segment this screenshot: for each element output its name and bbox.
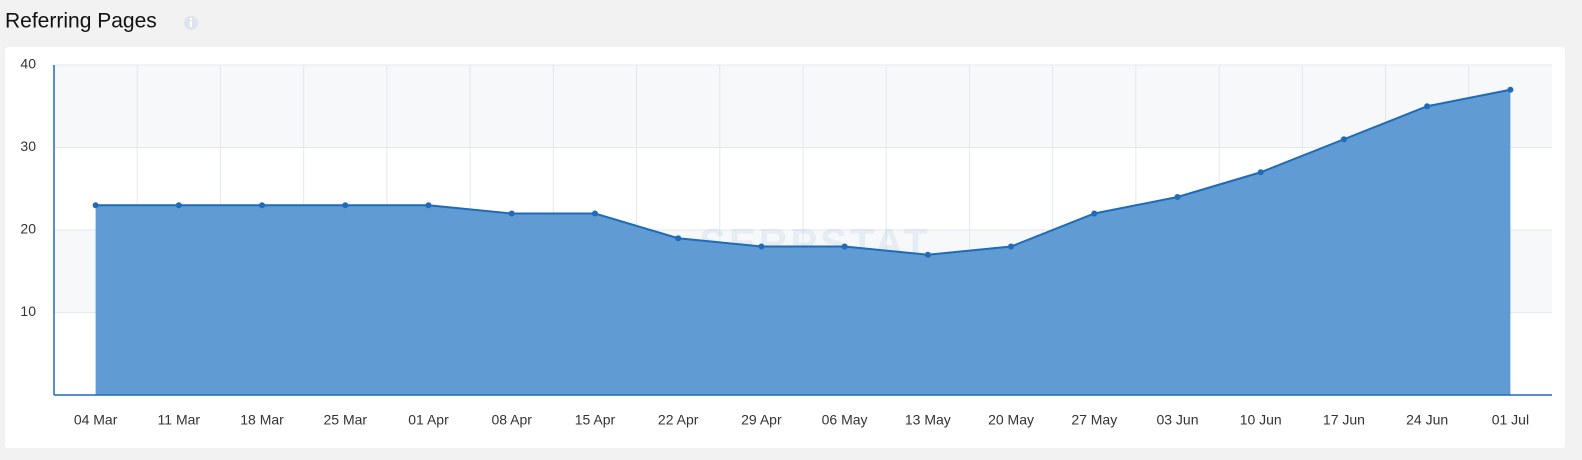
x-tick-label: 13 May	[905, 412, 951, 428]
x-tick-label: 10 Jun	[1240, 412, 1282, 428]
x-tick-label: 20 May	[988, 412, 1034, 428]
x-tick-label: 18 Mar	[240, 412, 284, 428]
x-tick-label: 17 Jun	[1323, 412, 1365, 428]
x-tick-label: 29 Apr	[741, 412, 782, 428]
x-tick-label: 15 Apr	[575, 412, 616, 428]
x-tick-label: 27 May	[1071, 412, 1117, 428]
point	[1174, 194, 1181, 200]
x-tick-label: 08 Apr	[491, 412, 532, 428]
x-tick-label: 11 Mar	[158, 412, 201, 428]
point	[591, 210, 598, 217]
x-tick-label: 24 Jun	[1406, 412, 1448, 428]
area	[95, 89, 1511, 395]
point	[342, 202, 349, 209]
y-tick-label: 20	[20, 221, 36, 237]
point	[259, 202, 266, 209]
page-title: Referring Pages	[5, 10, 157, 33]
point	[1091, 210, 1098, 217]
point	[924, 251, 931, 258]
point	[508, 210, 515, 217]
point	[92, 202, 99, 209]
point	[1507, 86, 1514, 93]
x-tick-label: 22 Apr	[658, 412, 699, 428]
point	[675, 235, 682, 242]
point	[1424, 103, 1431, 110]
x-tick-label: 03 Jun	[1156, 412, 1198, 428]
point	[841, 243, 848, 250]
x-tick-label: 01 Jul	[1492, 412, 1529, 428]
point	[758, 243, 765, 250]
info-icon[interactable]	[184, 16, 198, 30]
line	[95, 88, 1511, 256]
point	[425, 202, 432, 209]
point	[1257, 169, 1264, 176]
point	[1008, 243, 1015, 250]
x-tick-label: 25 Mar	[323, 412, 367, 428]
x-tick-label: 01 Apr	[408, 412, 449, 428]
y-tick-label: 40	[20, 56, 36, 72]
y-tick-label: 30	[20, 138, 36, 154]
point	[1340, 136, 1347, 143]
point	[175, 202, 182, 209]
y-tick-label: 10	[20, 303, 36, 319]
x-tick-label: 06 May	[822, 412, 868, 428]
x-tick-label: 04 Mar	[74, 412, 118, 428]
